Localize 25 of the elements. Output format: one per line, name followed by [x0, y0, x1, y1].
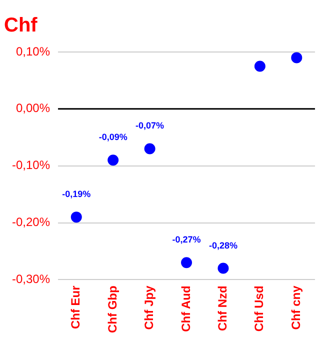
y-tick-label: 0,10%	[16, 44, 50, 58]
y-tick-label: -0,20%	[12, 215, 50, 230]
x-tick-label: Chf Usd	[252, 286, 266, 332]
point	[218, 262, 229, 274]
data-label: -0,07%	[136, 120, 164, 131]
point	[254, 60, 266, 72]
point	[144, 143, 156, 154]
point	[181, 257, 192, 268]
x-tick-label: Chf cny	[288, 285, 303, 330]
point	[70, 212, 82, 223]
point	[108, 154, 119, 166]
x-tick-label: Chf Aud	[178, 286, 193, 332]
data-label: -0,09%	[98, 132, 128, 142]
x-tick-label: Chf Gbp	[105, 286, 120, 334]
x-tick-label: Chf Nzd	[216, 286, 230, 332]
point	[291, 52, 302, 64]
data-label: -0,27%	[172, 234, 201, 245]
x-tick-label: Chf Jpy	[142, 285, 156, 330]
chart-title: Chf	[4, 14, 38, 37]
y-tick-label: -0,30%	[12, 272, 50, 286]
y-tick-label: -0,10%	[12, 158, 50, 172]
y-tick-label: 0,00%	[16, 101, 50, 116]
data-label: -0,19%	[62, 189, 91, 200]
x-tick-label: Chf Eur	[68, 285, 83, 330]
data-label: -0,28%	[208, 240, 238, 250]
